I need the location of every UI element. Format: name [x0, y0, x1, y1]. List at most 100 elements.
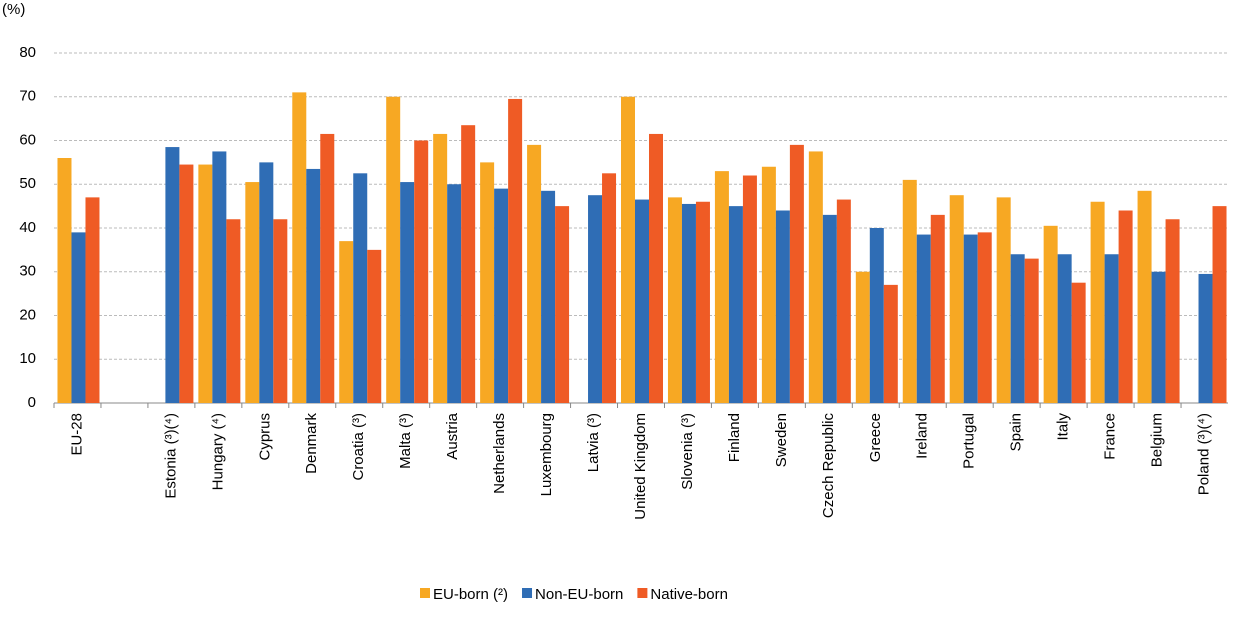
bar	[902, 179, 917, 403]
legend-label: Non-EU-born	[535, 586, 623, 603]
bar	[1024, 258, 1039, 403]
bar	[761, 166, 776, 403]
bar	[259, 162, 274, 403]
bar	[1165, 219, 1180, 403]
x-tick-label: Portugal	[961, 413, 978, 469]
y-tick-label: 60	[19, 131, 36, 148]
bar	[808, 151, 823, 403]
x-tick-label: Denmark	[303, 413, 320, 474]
bar	[1010, 254, 1025, 403]
bar	[1151, 271, 1166, 403]
x-tick-label: Italy	[1055, 413, 1072, 441]
bar	[541, 190, 556, 403]
x-tick-label: Belgium	[1149, 413, 1166, 467]
legend-swatch	[420, 588, 430, 598]
bar	[226, 219, 241, 403]
bar	[602, 173, 617, 403]
bar	[714, 171, 729, 403]
x-tick-label: Netherlands	[491, 413, 508, 494]
bar	[1137, 190, 1152, 403]
y-tick-label: 70	[19, 88, 36, 105]
bar	[949, 195, 964, 403]
bar	[57, 158, 72, 403]
bar	[480, 162, 495, 403]
bar	[85, 197, 100, 403]
x-tick-label: Croatia (³)	[350, 413, 367, 481]
y-tick-label: 80	[19, 44, 36, 61]
bar	[977, 232, 992, 403]
bar	[916, 234, 931, 403]
bar	[320, 133, 335, 403]
legend-swatch	[522, 588, 533, 598]
x-tick-label: Estonia (³)(⁴)	[162, 413, 179, 499]
bar	[1104, 254, 1119, 403]
legend-swatch	[637, 588, 648, 598]
bar	[621, 96, 635, 403]
x-tick-label: United Kingdom	[632, 413, 649, 520]
bar	[588, 195, 603, 403]
bar	[245, 182, 260, 403]
x-tick-label: Luxembourg	[538, 413, 555, 496]
y-tick-label: 20	[19, 306, 36, 323]
bar	[996, 197, 1011, 403]
bar	[728, 206, 743, 403]
bar	[198, 164, 213, 403]
bar	[433, 133, 448, 403]
y-tick-label: 0	[28, 394, 36, 411]
legend-label: EU-born (²)	[433, 586, 508, 603]
bar	[1043, 225, 1058, 403]
bar	[461, 125, 476, 403]
bar	[742, 175, 757, 403]
bar	[635, 199, 649, 403]
bar	[353, 173, 368, 403]
bar	[649, 133, 663, 403]
x-tick-label: Spain	[1008, 413, 1025, 451]
y-tick-label: 40	[19, 219, 36, 236]
bar	[508, 98, 523, 403]
bar	[212, 151, 227, 403]
bar	[963, 234, 978, 403]
x-tick-label: Malta (³)	[397, 413, 414, 469]
bar	[179, 164, 194, 403]
x-tick-label: Austria	[444, 412, 461, 459]
bar	[1090, 201, 1105, 403]
bar	[555, 206, 570, 403]
bar	[527, 144, 542, 403]
x-tick-label: Czech Republic	[820, 413, 837, 519]
legend-label: Native-born	[650, 586, 728, 603]
x-tick-label: France	[1102, 413, 1119, 460]
x-tick-label: Slovenia (³)	[679, 413, 696, 490]
bar	[273, 219, 288, 403]
bar	[789, 144, 804, 403]
x-tick-label: Poland (³)(⁴)	[1195, 413, 1212, 495]
bar	[855, 271, 870, 403]
bar	[681, 203, 696, 403]
bar	[1057, 254, 1072, 403]
bar	[339, 241, 354, 403]
bar	[400, 182, 415, 403]
y-axis-label: (%)	[2, 1, 25, 18]
x-tick-label: Ireland	[914, 413, 931, 459]
bar	[1198, 273, 1213, 403]
x-tick-label: Latvia (³)	[585, 413, 602, 472]
bar	[695, 201, 710, 403]
bar	[494, 188, 509, 403]
y-tick-label: 10	[19, 350, 36, 367]
bar	[822, 214, 837, 403]
y-tick-label: 50	[19, 175, 36, 192]
bar	[883, 284, 898, 403]
bar	[775, 210, 790, 403]
x-tick-label: Cyprus	[256, 413, 273, 461]
bar	[414, 140, 429, 403]
x-tick-label: Finland	[726, 413, 743, 462]
bar	[1118, 210, 1133, 403]
bar	[869, 228, 884, 403]
x-tick-label: Greece	[867, 413, 884, 462]
bar	[1212, 206, 1227, 403]
y-tick-label: 30	[19, 263, 36, 280]
bar	[930, 214, 945, 403]
x-tick-label: Sweden	[773, 413, 790, 467]
x-tick-label: Hungary (⁴)	[209, 413, 226, 490]
bar	[836, 199, 851, 403]
